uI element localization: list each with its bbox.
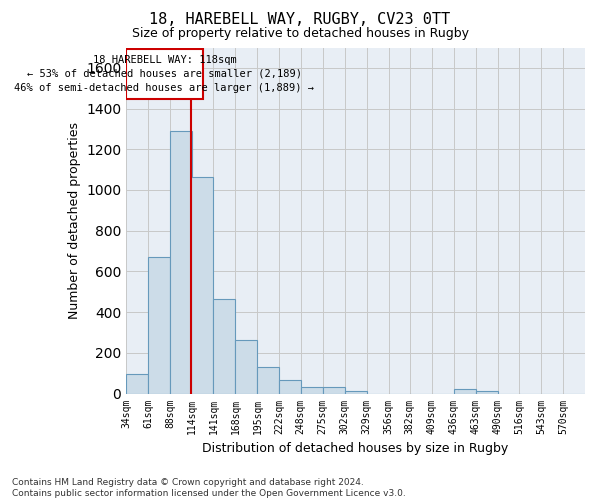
Text: 18 HAREBELL WAY: 118sqm
← 53% of detached houses are smaller (2,189)
46% of semi: 18 HAREBELL WAY: 118sqm ← 53% of detache… — [14, 55, 314, 93]
Bar — [323, 387, 344, 394]
X-axis label: Distribution of detached houses by size in Rugby: Distribution of detached houses by size … — [202, 442, 509, 455]
Bar — [301, 387, 323, 394]
Bar — [257, 368, 280, 394]
Bar — [126, 374, 148, 394]
Bar — [148, 257, 170, 394]
Bar — [476, 391, 498, 394]
Bar — [126, 48, 203, 100]
Bar — [214, 299, 235, 394]
Bar — [170, 131, 192, 394]
Y-axis label: Number of detached properties: Number of detached properties — [68, 122, 80, 319]
Text: Contains HM Land Registry data © Crown copyright and database right 2024.
Contai: Contains HM Land Registry data © Crown c… — [12, 478, 406, 498]
Bar — [344, 391, 367, 394]
Bar — [454, 390, 476, 394]
Bar — [191, 177, 214, 394]
Text: 18, HAREBELL WAY, RUGBY, CV23 0TT: 18, HAREBELL WAY, RUGBY, CV23 0TT — [149, 12, 451, 28]
Bar — [280, 380, 301, 394]
Bar — [235, 340, 257, 394]
Text: Size of property relative to detached houses in Rugby: Size of property relative to detached ho… — [131, 28, 469, 40]
